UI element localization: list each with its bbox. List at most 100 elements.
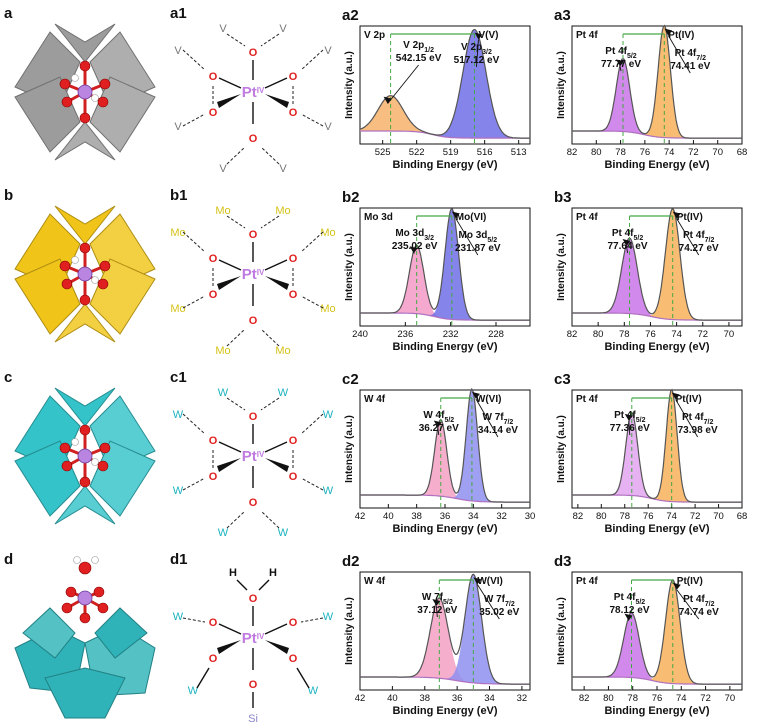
x-tick-label: 76	[640, 147, 651, 158]
oxygen-label: O	[209, 435, 218, 447]
x-tick-label: 78	[619, 511, 630, 522]
wedge-bond	[265, 640, 289, 654]
peak-energy: 78.12 eV	[609, 605, 649, 616]
background-line	[360, 130, 530, 139]
x-tick-label: 236	[397, 329, 413, 340]
chart-d2: 42 40 38 36 34 32 Binding Energy (eV) Intensity…	[342, 553, 531, 717]
oh-bond	[258, 579, 270, 591]
x-tick-label: 42	[355, 511, 366, 522]
metal-label: V	[174, 45, 182, 57]
x-tick-label: 76	[645, 329, 656, 340]
eq-bond	[264, 623, 288, 635]
polyhedron-face	[94, 607, 148, 659]
silicon-label: Si	[248, 713, 258, 725]
metal-label: V	[219, 163, 227, 175]
wedge-bond	[217, 94, 241, 108]
annotation-arrow	[437, 427, 440, 436]
metal-label: Mo	[170, 303, 185, 315]
peak-name: Pt 4f5/2	[614, 592, 646, 606]
dashed-contact	[226, 510, 246, 529]
oxygen-atom	[61, 278, 73, 290]
annotation-arrow	[676, 589, 700, 620]
oxidation-state-label: Pt(IV)	[677, 576, 703, 587]
x-tick-label: 78	[619, 329, 630, 340]
spectrum-title: V 2p	[364, 30, 385, 41]
peak-name: W 7f5/2	[422, 592, 453, 606]
peak-name: Pt 4f5/2	[614, 410, 646, 424]
plot-frame	[359, 25, 531, 145]
polyhedron-face	[44, 667, 126, 719]
wedge-bond	[265, 276, 289, 290]
peak-energy: 74.27 eV	[679, 243, 719, 254]
chart-c3: 82 80 78 76 74 72 70 68 Binding Energy (eV) Inten…	[554, 371, 747, 535]
x-tick-label: 70	[712, 147, 723, 158]
annotation-arrow	[626, 245, 628, 254]
annotation-arrow	[676, 218, 700, 256]
row-d: d d1 PtIV O O O O O O H H Si W W W W	[4, 551, 334, 725]
peak-name: Mo 3d5/2	[458, 230, 497, 244]
polyhedron-face	[14, 258, 81, 335]
polyhedron-face	[54, 121, 116, 161]
arrow-head	[383, 96, 392, 104]
dashed-contact	[226, 397, 246, 411]
peak-name: V 2p3/2	[461, 42, 492, 56]
oxygen-atom	[79, 612, 91, 624]
spectrum-title: Pt 4f	[576, 212, 598, 223]
peak-name: Pt 4f7/2	[683, 594, 715, 608]
oxidation-state-label: W(VI)	[477, 576, 503, 587]
oxygen-label: O	[289, 107, 298, 119]
oxygen-label: O	[249, 679, 258, 691]
panel-label: c3	[554, 371, 571, 388]
panel-label: a	[4, 5, 13, 22]
peak-fill	[572, 58, 742, 139]
dashed-contact	[260, 397, 280, 411]
peak-energy: 542.15 eV	[396, 53, 442, 64]
peak-energy: 37.12 eV	[417, 605, 457, 616]
dashed-contact	[260, 328, 280, 347]
x-tick-label: 70	[724, 329, 735, 340]
peak-energy: 73.98 eV	[678, 425, 718, 436]
oxidation-state-label: Pt(IV)	[676, 394, 702, 405]
x-tick-label: 72	[700, 693, 711, 704]
x-tick-label: 68	[737, 147, 748, 158]
annotation-arrow	[476, 39, 479, 68]
envelope-line	[359, 28, 530, 139]
oxygen-label: O	[289, 617, 298, 629]
metal-label: Mo	[275, 345, 290, 357]
y-axis-label: Intensity (a.u.)	[344, 233, 355, 301]
oxygen-atom	[59, 78, 71, 90]
arrow-head	[624, 413, 633, 421]
metal-label: V	[324, 45, 332, 57]
envelope-line	[360, 207, 530, 321]
oxygen-label: O	[289, 653, 298, 665]
eq-bond	[218, 77, 242, 89]
hydrogen-atom	[73, 556, 81, 564]
oxygen-atom	[61, 96, 73, 108]
plot-frame	[359, 571, 531, 691]
dashed-contact	[300, 413, 324, 435]
x-tick-label: 82	[567, 147, 578, 158]
peak-energy: 74.74 eV	[679, 607, 719, 618]
oxygen-label: O	[289, 435, 298, 447]
x-tick-label: 36	[452, 693, 463, 704]
wedge-bond	[217, 276, 241, 290]
platinum-atom	[77, 448, 93, 464]
oxygen-atom	[99, 260, 111, 272]
arrow-head	[664, 28, 673, 36]
annotation-arrow	[476, 584, 500, 620]
oxygen-atom	[99, 78, 111, 90]
spectrum-title: Pt 4f	[576, 576, 598, 587]
dashed-contact	[260, 33, 280, 47]
dashed-contact	[226, 146, 246, 165]
arrow-head	[616, 59, 624, 67]
pt-label: PtIV	[242, 84, 265, 101]
annotation-arrow	[675, 399, 699, 438]
panel-label: b3	[554, 189, 572, 206]
oxygen-label: O	[209, 471, 218, 483]
x-tick-label: 72	[697, 329, 708, 340]
spectrum-title: W 4f	[364, 576, 386, 587]
arrow-head	[471, 391, 480, 399]
oxygen-label: O	[209, 253, 218, 265]
metal-label: W	[278, 387, 289, 399]
